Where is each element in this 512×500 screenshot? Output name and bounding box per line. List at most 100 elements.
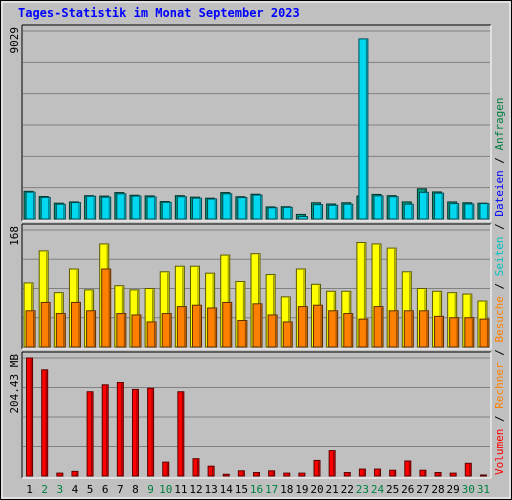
x-tick-label-day-30: 30 (462, 483, 475, 496)
bar-volumen-day-14 (222, 473, 230, 477)
x-tick-label-day-14: 14 (220, 483, 234, 496)
bar-volumen-day-19 (298, 472, 306, 477)
bar-dateien-day-6 (101, 196, 112, 220)
bar-besuche-day-27 (418, 310, 429, 348)
bar-dateien-day-29 (449, 203, 460, 220)
bar-dateien-day-25 (388, 196, 399, 220)
bar-besuche-day-5 (86, 310, 97, 348)
bar-volumen-day-24 (374, 468, 382, 477)
x-axis: 1 2 3 4 5 6 7 8 9 10 11 12 13 14 15 16 17 18 19 20 21 22 23 24 2… (26, 483, 490, 496)
bar-besuche-day-8 (131, 314, 142, 348)
bar-besuche-day-29 (449, 317, 460, 348)
x-tick-label-day-8: 8 (132, 483, 139, 496)
x-tick-label-day-25: 25 (386, 483, 399, 496)
x-tick-label-day-11: 11 (174, 483, 187, 496)
bar-dateien-day-7 (116, 193, 127, 220)
bar-besuche-day-9 (146, 321, 157, 348)
bar-volumen-day-5 (86, 391, 94, 477)
x-tick-label-day-21: 21 (326, 483, 339, 496)
bar-volumen-day-26 (404, 460, 412, 477)
panel-middle: 168 (8, 223, 492, 350)
x-tick-label-day-29: 29 (447, 483, 460, 496)
vertical-legend: Volumen / Rechner / Besuche / Seiten / D… (493, 97, 506, 475)
bar-volumen-day-2 (41, 369, 49, 477)
bar-dateien-day-12 (191, 197, 202, 220)
bar-dateien-day-21 (328, 204, 339, 220)
bar-besuche-day-19 (297, 306, 308, 348)
bar-besuche-day-28 (434, 315, 445, 348)
bar-besuche-day-17 (267, 314, 278, 348)
x-tick-label-day-7: 7 (117, 483, 124, 496)
bar-volumen-day-1 (26, 357, 34, 477)
bar-volumen-day-25 (389, 469, 397, 477)
chart-panels: 9029 168 204.43 MB (8, 24, 492, 479)
bar-volumen-day-22 (343, 472, 351, 477)
bar-besuche-day-24 (373, 306, 384, 348)
x-tick-label-day-19: 19 (295, 483, 308, 496)
bar-dateien-day-3 (55, 203, 66, 220)
bar-besuche-day-3 (55, 313, 66, 348)
bar-volumen-day-4 (71, 470, 79, 477)
bar-dateien-day-20 (313, 204, 324, 220)
bar-volumen-day-16 (253, 472, 260, 477)
x-tick-label-day-31: 31 (477, 483, 490, 496)
x-tick-label-day-24: 24 (371, 483, 385, 496)
bar-volumen-day-10 (162, 461, 170, 477)
bar-besuche-day-22 (343, 313, 354, 348)
legend-separator: / (493, 276, 506, 296)
bar-volumen-day-11 (177, 391, 185, 477)
bar-besuche-day-25 (388, 310, 399, 348)
x-tick-label-day-2: 2 (41, 483, 48, 496)
bar-dateien-day-19 (297, 216, 308, 220)
bar-besuche-day-14 (222, 301, 233, 348)
x-tick-label-day-17: 17 (265, 483, 278, 496)
bar-dateien-day-8 (131, 195, 142, 220)
gridlines (23, 357, 490, 447)
x-tick-label-day-10: 10 (159, 483, 172, 496)
x-tick-label-day-1: 1 (26, 483, 33, 496)
bar-dateien-day-18 (282, 206, 293, 220)
bars (23, 38, 490, 220)
bar-besuche-day-13 (207, 307, 218, 348)
legend-text: Volumen / Rechner / Besuche / Seiten / D… (493, 97, 506, 475)
legend-separator: / (493, 409, 506, 429)
bar-volumen-day-13 (207, 465, 215, 477)
legend-entry-besuche: Besuche (493, 296, 506, 342)
x-tick-label-day-27: 27 (416, 483, 429, 496)
legend-entry-anfragen: Anfragen (493, 97, 506, 150)
bar-dateien-day-28 (434, 192, 445, 220)
bar-volumen-day-18 (283, 472, 291, 477)
bar-besuche-day-7 (116, 313, 127, 348)
x-tick-label-day-28: 28 (431, 483, 444, 496)
bar-besuche-day-18 (282, 321, 293, 348)
bar-besuche-day-10 (161, 313, 172, 348)
bar-besuche-day-31 (479, 318, 490, 348)
bar-volumen-day-8 (131, 388, 139, 477)
legend-entry-volumen: Volumen (493, 429, 506, 475)
bar-volumen-day-7 (116, 381, 124, 477)
panel-max-label: 168 (8, 226, 21, 246)
panel-bottom: 204.43 MB (8, 351, 492, 479)
legend-entry-rechner: Rechner (493, 362, 506, 409)
bars (26, 357, 487, 477)
bars (23, 242, 490, 348)
bar-volumen-day-28 (434, 472, 442, 477)
bar-dateien-day-30 (464, 203, 475, 220)
bar-besuche-day-15 (237, 320, 248, 348)
x-tick-label-day-9: 9 (147, 483, 154, 496)
bar-besuche-day-2 (40, 301, 51, 348)
x-tick-label-day-13: 13 (204, 483, 217, 496)
bar-dateien-day-16 (252, 194, 263, 220)
bar-volumen-day-27 (419, 469, 427, 477)
legend-separator: / (493, 343, 506, 363)
bar-besuche-day-4 (70, 301, 81, 348)
x-tick-label-day-26: 26 (401, 483, 414, 496)
bar-volumen-day-12 (192, 458, 200, 477)
bar-besuche-day-1 (25, 310, 36, 348)
bar-volumen-day-29 (449, 472, 457, 477)
bar-volumen-day-17 (268, 470, 276, 477)
bar-volumen-day-30 (464, 462, 472, 477)
bar-dateien-day-27 (418, 191, 429, 220)
x-tick-label-day-20: 20 (310, 483, 323, 496)
